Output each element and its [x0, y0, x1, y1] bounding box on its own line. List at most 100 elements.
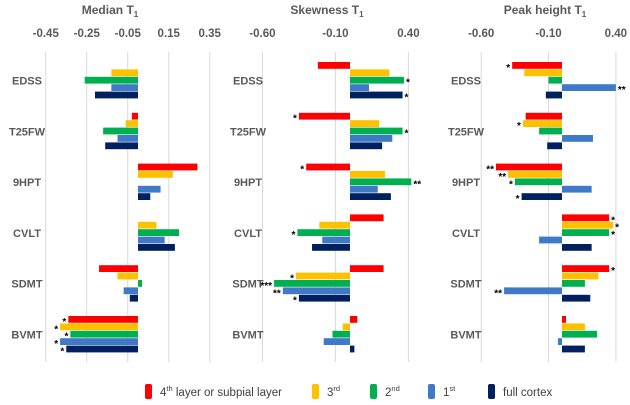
- legend-swatch: [312, 384, 319, 399]
- legend-item: 1st: [428, 384, 456, 399]
- bar-3rd: [524, 69, 562, 77]
- bar-full-cortex: [298, 294, 350, 302]
- bar-3rd: [562, 221, 614, 229]
- legend-item: 2nd: [370, 384, 400, 399]
- legend-label-superscript: nd: [391, 384, 399, 393]
- bar-4th-layer-or-subpial-layer: [138, 163, 198, 171]
- bar-full-cortex: [94, 91, 138, 99]
- legend-item: 4th layer or subpial layer: [145, 384, 282, 399]
- legend-swatch: [370, 384, 377, 399]
- bar-full-cortex: [545, 91, 562, 99]
- legend-label-base: 1: [443, 387, 449, 399]
- bar-4th-layer-or-subpial-layer: [350, 214, 384, 222]
- bar-2nd: [548, 76, 562, 84]
- significance-marker: *: [300, 165, 304, 176]
- bar-2nd: [297, 229, 350, 236]
- bar-4th-layer-or-subpial-layer: [131, 112, 138, 120]
- panel-title: Peak height T1: [504, 3, 587, 19]
- bar-1st: [117, 135, 138, 142]
- bar-1st: [350, 84, 369, 91]
- legend-label-superscript: st: [449, 384, 456, 393]
- category-label: T25FW: [230, 126, 267, 138]
- category-label: CVLT: [234, 228, 262, 240]
- significance-marker: ***: [260, 281, 272, 292]
- legend-label: 3rd: [327, 384, 340, 399]
- significance-marker: *: [405, 129, 409, 140]
- bar-1st: [504, 287, 562, 295]
- bar-4th-layer-or-subpial-layer: [68, 316, 138, 323]
- bar-1st: [322, 236, 350, 244]
- category-label: T25FW: [448, 126, 485, 138]
- bar-full-cortex: [350, 91, 403, 99]
- bar-4th-layer-or-subpial-layer: [525, 112, 562, 120]
- category-label: SDMT: [232, 279, 263, 291]
- significance-marker: *: [517, 121, 521, 132]
- bar-1st: [350, 135, 393, 142]
- category-label: EDSS: [12, 76, 42, 88]
- bar-2nd: [103, 127, 138, 135]
- bar-1st: [282, 287, 350, 295]
- x-tick-label: -0.45: [33, 28, 60, 40]
- significance-marker: **: [618, 85, 626, 96]
- category-label: SDMT: [450, 279, 481, 291]
- category-label: BVMT: [232, 330, 263, 342]
- significance-marker: *: [506, 63, 510, 74]
- bar-3rd: [562, 272, 599, 280]
- bar-3rd: [319, 221, 350, 229]
- x-tick-label: 0.35: [199, 28, 222, 40]
- x-tick-label: 0.40: [605, 28, 627, 40]
- bar-1st: [562, 84, 616, 91]
- significance-marker: **: [486, 165, 494, 176]
- bar-3rd: [342, 323, 350, 331]
- bar-2nd: [350, 178, 412, 186]
- significance-marker: *: [54, 339, 58, 350]
- bar-full-cortex: [562, 294, 591, 302]
- significance-marker: **: [498, 172, 506, 183]
- x-tick-label: -0.10: [535, 28, 561, 40]
- bar-4th-layer-or-subpial-layer: [562, 214, 610, 222]
- bar-4th-layer-or-subpial-layer: [298, 112, 350, 120]
- x-tick-label: -0.60: [249, 28, 275, 40]
- significance-marker: *: [611, 266, 615, 277]
- legend-label-superscript: th: [166, 384, 172, 393]
- legend-label-base: 3: [327, 387, 333, 399]
- category-label: CVLT: [452, 228, 480, 240]
- category-label: EDSS: [451, 76, 481, 88]
- bar-2nd: [562, 330, 598, 338]
- bar-2nd: [539, 127, 562, 135]
- bar-full-cortex: [562, 345, 585, 353]
- significance-marker: **: [273, 288, 281, 299]
- significance-marker: *: [615, 223, 619, 234]
- bar-3rd: [508, 171, 562, 178]
- bar-2nd: [84, 76, 138, 84]
- panel-title: Median T1: [82, 3, 139, 19]
- category-label: EDSS: [233, 76, 263, 88]
- x-tick-label: 0.15: [158, 28, 181, 40]
- bar-4th-layer-or-subpial-layer: [495, 163, 562, 171]
- category-label: CVLT: [13, 228, 41, 240]
- category-label: 9HPT: [452, 177, 480, 189]
- bar-3rd: [295, 272, 350, 280]
- bar-full-cortex: [66, 345, 138, 353]
- bar-3rd: [350, 120, 380, 127]
- bar-1st: [562, 135, 593, 142]
- significance-marker: *: [64, 332, 68, 343]
- bar-1st: [123, 287, 138, 295]
- bar-3rd: [60, 323, 138, 331]
- bar-2nd: [70, 330, 138, 338]
- bar-4th-layer-or-subpial-layer: [350, 316, 358, 323]
- bar-2nd: [332, 330, 350, 338]
- bar-2nd: [562, 229, 610, 236]
- significance-marker: *: [62, 317, 66, 328]
- bar-1st: [138, 185, 161, 193]
- legend-item: full cortex: [488, 384, 552, 399]
- x-tick-label: -0.25: [74, 28, 101, 40]
- bar-2nd: [138, 229, 179, 236]
- bar-full-cortex: [138, 244, 175, 251]
- bar-3rd: [138, 171, 173, 178]
- bar-4th-layer-or-subpial-layer: [99, 265, 138, 272]
- category-label: BVMT: [11, 330, 42, 342]
- legend-label: full cortex: [503, 387, 552, 399]
